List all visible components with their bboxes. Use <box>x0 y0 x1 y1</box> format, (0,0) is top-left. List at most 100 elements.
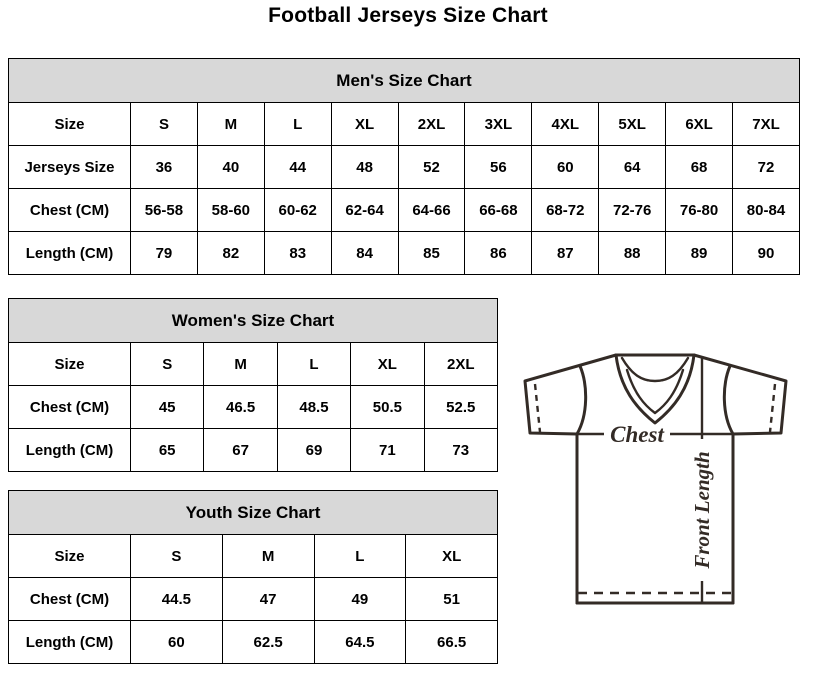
cell-length: 83 <box>263 231 332 275</box>
cell-length: 90 <box>732 231 800 275</box>
cell-chest: 60-62 <box>263 188 332 232</box>
mens-chart-caption: Men's Size Chart <box>8 58 800 103</box>
right-sleeve-outline <box>692 353 788 436</box>
cell-size: M <box>196 102 265 146</box>
cell-chest: 56-58 <box>130 188 198 232</box>
cell-size: 2XL <box>423 342 498 386</box>
cell-length: 86 <box>464 231 533 275</box>
neckline-inner-curve-1 <box>620 356 690 383</box>
neckline-inner-curve-2 <box>625 368 685 415</box>
cell-size: S <box>130 102 198 146</box>
cell-length: 71 <box>350 428 425 472</box>
cell-jerseys-size: 72 <box>732 145 800 189</box>
cell-jerseys-size: 48 <box>330 145 399 189</box>
cell-size: L <box>263 102 332 146</box>
cell-length: 84 <box>330 231 399 275</box>
table-row: Length (CM) 65 67 69 71 73 <box>8 428 498 472</box>
cell-jerseys-size: 52 <box>397 145 466 189</box>
cell-length: 62.5 <box>221 620 315 664</box>
cell-jerseys-size: 36 <box>130 145 198 189</box>
cell-size: M <box>203 342 278 386</box>
table-row: Size S M L XL 2XL 3XL 4XL 5XL 6XL 7XL <box>8 102 800 146</box>
row-label-size: Size <box>8 534 131 578</box>
cell-chest: 76-80 <box>665 188 734 232</box>
table-caption-row: Women's Size Chart <box>8 298 498 343</box>
cell-chest: 62-64 <box>330 188 399 232</box>
cell-chest: 80-84 <box>732 188 800 232</box>
cell-size: 4XL <box>531 102 600 146</box>
cell-size: XL <box>350 342 425 386</box>
cell-jerseys-size: 68 <box>665 145 734 189</box>
table-row: Chest (CM) 44.5 47 49 51 <box>8 577 499 621</box>
row-label-chest: Chest (CM) <box>8 385 131 429</box>
cell-chest: 52.5 <box>423 385 498 429</box>
cell-chest: 51 <box>405 577 499 621</box>
cell-size: 7XL <box>732 102 800 146</box>
page-title: Football Jerseys Size Chart <box>268 4 548 27</box>
womens-chart-caption: Women's Size Chart <box>8 298 498 343</box>
cell-length: 64.5 <box>313 620 407 664</box>
cell-chest: 48.5 <box>276 385 352 429</box>
cell-jerseys-size: 60 <box>531 145 600 189</box>
cell-length: 87 <box>531 231 600 275</box>
row-label-length: Length (CM) <box>8 620 131 664</box>
cell-size: M <box>221 534 315 578</box>
cell-chest: 49 <box>313 577 407 621</box>
cell-size: S <box>129 342 205 386</box>
left-sleeve-cuff-dashes <box>533 383 542 433</box>
table-row: Length (CM) 60 62.5 64.5 66.5 <box>8 620 499 664</box>
youth-chart-caption: Youth Size Chart <box>7 490 499 535</box>
cell-size: L <box>276 342 352 386</box>
cell-length: 88 <box>598 231 667 275</box>
cell-length: 60 <box>130 620 223 664</box>
cell-length: 66.5 <box>405 620 499 664</box>
cell-size: 5XL <box>598 102 667 146</box>
table-row: Chest (CM) 56-58 58-60 60-62 62-64 64-66… <box>8 188 800 232</box>
row-label-chest: Chest (CM) <box>8 188 131 232</box>
cell-length: 89 <box>665 231 734 275</box>
cell-jerseys-size: 44 <box>263 145 332 189</box>
cell-size: XL <box>405 534 499 578</box>
cell-size: 2XL <box>397 102 466 146</box>
cell-chest: 68-72 <box>531 188 600 232</box>
cell-length: 82 <box>196 231 265 275</box>
cell-chest: 58-60 <box>196 188 265 232</box>
row-label-size: Size <box>8 342 131 386</box>
table-row: Chest (CM) 45 46.5 48.5 50.5 52.5 <box>8 385 498 429</box>
mens-size-chart-table: Men's Size Chart Size S M L XL 2XL 3XL 4… <box>8 58 800 275</box>
cell-jerseys-size: 64 <box>598 145 667 189</box>
cell-size: 6XL <box>665 102 734 146</box>
cell-chest: 64-66 <box>397 188 466 232</box>
left-armhole-curve <box>575 364 588 436</box>
jersey-measurement-diagram: Chest Front Length <box>508 333 808 645</box>
cell-chest: 66-68 <box>464 188 533 232</box>
cell-size: XL <box>330 102 399 146</box>
cell-chest: 44.5 <box>130 577 223 621</box>
front-length-measure-label: Front Length <box>690 451 714 569</box>
neckline-outer-v <box>614 353 696 425</box>
row-label-jerseys-size: Jerseys Size <box>8 145 131 189</box>
table-row: Jerseys Size 36 40 44 48 52 56 60 64 68 … <box>8 145 800 189</box>
cell-chest: 50.5 <box>350 385 425 429</box>
left-sleeve-outline <box>523 353 618 436</box>
cell-length: 85 <box>397 231 466 275</box>
cell-size: 3XL <box>464 102 533 146</box>
cell-length: 79 <box>130 231 198 275</box>
row-label-length: Length (CM) <box>8 428 131 472</box>
table-row: Size S M L XL 2XL <box>8 342 498 386</box>
cell-chest: 45 <box>129 385 205 429</box>
cell-length: 69 <box>276 428 352 472</box>
cell-chest: 47 <box>221 577 315 621</box>
row-label-chest: Chest (CM) <box>8 577 131 621</box>
cell-length: 65 <box>129 428 205 472</box>
right-sleeve-cuff-dashes <box>768 383 777 433</box>
cell-length: 73 <box>423 428 498 472</box>
table-row: Size S M L XL <box>8 534 499 578</box>
cell-size: L <box>313 534 407 578</box>
cell-jerseys-size: 40 <box>196 145 265 189</box>
table-row: Length (CM) 79 82 83 84 85 86 87 88 89 9… <box>8 231 800 275</box>
youth-size-chart-table: Youth Size Chart Size S M L XL Chest (CM… <box>7 490 499 664</box>
row-label-size: Size <box>8 102 131 146</box>
table-caption-row: Men's Size Chart <box>8 58 800 103</box>
table-caption-row: Youth Size Chart <box>7 490 499 535</box>
